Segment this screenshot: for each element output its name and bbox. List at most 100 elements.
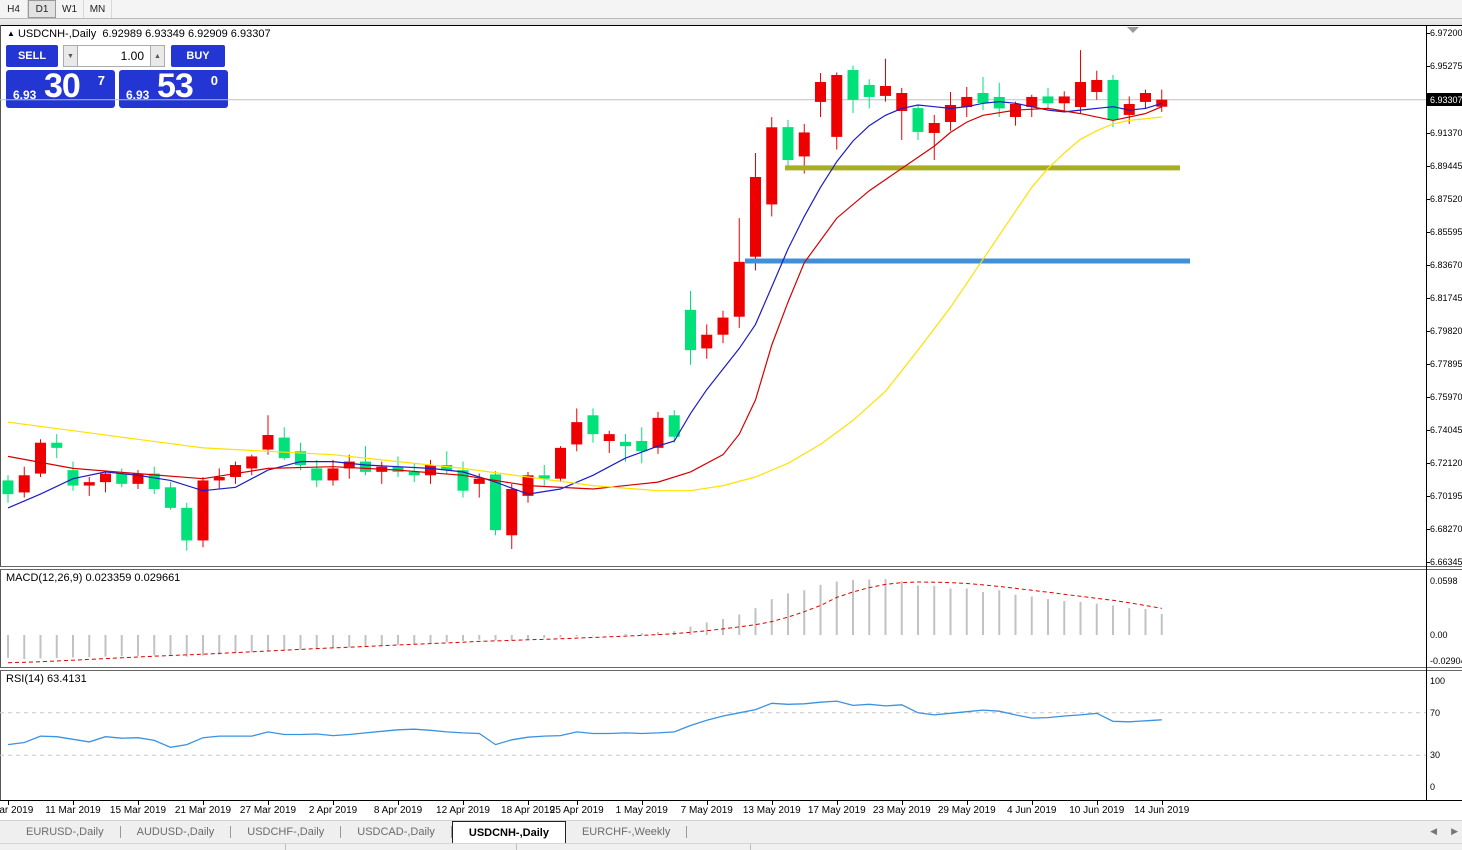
window-top-strip xyxy=(0,19,1462,25)
tab-eurusd-daily[interactable]: EURUSD-,Daily xyxy=(26,826,104,838)
time-axis-label: 2 Apr 2019 xyxy=(308,805,358,816)
candle xyxy=(100,473,111,483)
macd-indicator-pane[interactable] xyxy=(0,570,1426,667)
candle xyxy=(327,468,339,481)
candle xyxy=(132,473,144,484)
candle xyxy=(165,487,176,508)
mid-ma-line xyxy=(7,106,1163,490)
buy-price-base: 6.93 xyxy=(126,88,150,102)
tab-usdcnh-daily[interactable]: USDCNH-,Daily xyxy=(451,821,566,843)
price-axis-tick xyxy=(1426,561,1430,563)
chart-shift-marker-icon[interactable] xyxy=(1127,27,1139,33)
volume-input[interactable] xyxy=(78,45,150,67)
price-axis-tick xyxy=(1426,165,1430,167)
pane-splitter[interactable] xyxy=(0,566,1462,570)
price-axis-tick xyxy=(1426,264,1430,266)
time-axis-label: 27 Mar 2019 xyxy=(239,805,297,816)
price-axis-tick xyxy=(1426,429,1430,431)
candle xyxy=(668,415,680,437)
one-click-trade-panel: SELL ▼ ▲ BUY 6.93 30 7 6.93 53 0 xyxy=(6,45,228,108)
price-axis-label: 6.70195 xyxy=(1430,490,1462,501)
candlestick-chart-pane[interactable] xyxy=(0,26,1426,566)
rsi-indicator-pane[interactable] xyxy=(0,671,1426,800)
price-axis-tick xyxy=(1426,528,1430,530)
candle xyxy=(912,108,924,132)
time-axis[interactable]: 5 Mar 2019 11 Mar 2019 15 Mar 2019 21 Mar 2… xyxy=(0,801,1426,820)
pane-border xyxy=(0,800,1462,801)
sell-price-box[interactable]: 6.93 30 7 xyxy=(6,67,115,108)
tab-scroll-right-icon[interactable]: ▶ xyxy=(1451,826,1458,836)
candle xyxy=(1058,96,1070,104)
tab-separator xyxy=(686,826,688,838)
macd-axis-label: 0.00 xyxy=(1430,630,1448,640)
timeframe-d1[interactable]: D1 xyxy=(28,0,56,18)
candle xyxy=(863,84,875,97)
time-axis-tick xyxy=(966,801,968,805)
tab-scroll-buttons: ◀ ▶ xyxy=(1430,826,1458,837)
price-axis-label: 6.74045 xyxy=(1430,424,1462,435)
volume-decrease-button[interactable]: ▼ xyxy=(63,45,78,67)
timeframe-h4[interactable]: H4 xyxy=(0,0,28,18)
rsi-axis-label: 100 xyxy=(1430,676,1446,686)
status-bar-separator xyxy=(750,844,751,850)
time-axis-label: 8 Apr 2019 xyxy=(373,805,423,816)
tab-usdchf-daily[interactable]: USDCHF-,Daily xyxy=(247,826,325,838)
time-axis-tick xyxy=(641,801,643,805)
chart-tab-bar: EURUSD-,Daily AUDUSD-,Daily USDCHF-,Daily U… xyxy=(0,820,1462,843)
current-price-badge: 6.93307 xyxy=(1427,93,1462,106)
candle xyxy=(620,441,631,447)
tab-eurchf-weekly[interactable]: EURCHF-,Weekly xyxy=(581,826,671,838)
price-axis-label: 6.81745 xyxy=(1430,292,1462,303)
macd-label: MACD(12,26,9) 0.023359 0.029661 xyxy=(6,572,181,584)
candle xyxy=(571,422,583,445)
sell-button[interactable]: SELL xyxy=(6,45,58,67)
time-axis-tick xyxy=(771,801,773,805)
time-axis-tick xyxy=(8,801,9,805)
tab-usdcad-daily[interactable]: USDCAD-,Daily xyxy=(357,826,435,838)
candle xyxy=(67,470,79,486)
buy-price-box[interactable]: 6.93 53 0 xyxy=(119,67,228,108)
macd-axis-label: 0.0598 xyxy=(1430,576,1458,587)
candle xyxy=(311,468,323,481)
status-bar-edge xyxy=(0,843,1462,850)
time-axis-label: 11 Mar 2019 xyxy=(45,805,101,816)
pane-splitter[interactable] xyxy=(0,667,1462,671)
rsi-axis-label: 70 xyxy=(1430,707,1441,718)
time-axis-tick xyxy=(138,801,139,805)
candle xyxy=(490,474,501,531)
macd-signal-line xyxy=(7,581,1162,664)
rsi-line xyxy=(7,700,1162,748)
sell-price-base: 6.93 xyxy=(13,88,37,102)
tab-separator xyxy=(230,826,232,838)
candle xyxy=(815,82,826,102)
price-axis-tick xyxy=(1426,297,1430,299)
candle xyxy=(652,417,664,448)
candle xyxy=(262,435,274,450)
tab-audusd-daily[interactable]: AUDUSD-,Daily xyxy=(136,826,215,838)
macd-axis-label: -0.029049 xyxy=(1430,655,1462,666)
time-axis-tick xyxy=(1096,801,1098,805)
candle xyxy=(993,96,1005,109)
chart-symbol: USDCNH-,Daily xyxy=(17,28,97,40)
candle xyxy=(782,127,794,161)
candle xyxy=(83,482,95,486)
price-axis-label: 6.66345 xyxy=(1430,556,1462,567)
rsi-axis-label: 30 xyxy=(1430,750,1441,761)
candle xyxy=(457,470,469,491)
buy-price-pips: 53 xyxy=(157,67,194,105)
time-axis-label: 12 Apr 2019 xyxy=(436,805,490,816)
buy-button[interactable]: BUY xyxy=(171,45,225,67)
chart-ohlc-values: 6.92989 6.93349 6.92909 6.93307 xyxy=(102,28,271,40)
candle xyxy=(181,507,193,541)
chart-frame-border-left xyxy=(0,25,1,801)
time-axis-tick xyxy=(576,801,578,805)
volume-increase-button[interactable]: ▲ xyxy=(150,45,165,67)
timeframe-w1[interactable]: W1 xyxy=(56,0,84,18)
candle xyxy=(278,437,290,459)
price-axis-label: 6.91370 xyxy=(1430,127,1462,138)
candle xyxy=(116,473,128,484)
timeframe-mn[interactable]: MN xyxy=(84,0,112,18)
status-bar-separator xyxy=(285,844,286,850)
candle xyxy=(425,465,436,476)
tab-scroll-left-icon[interactable]: ◀ xyxy=(1430,826,1438,836)
